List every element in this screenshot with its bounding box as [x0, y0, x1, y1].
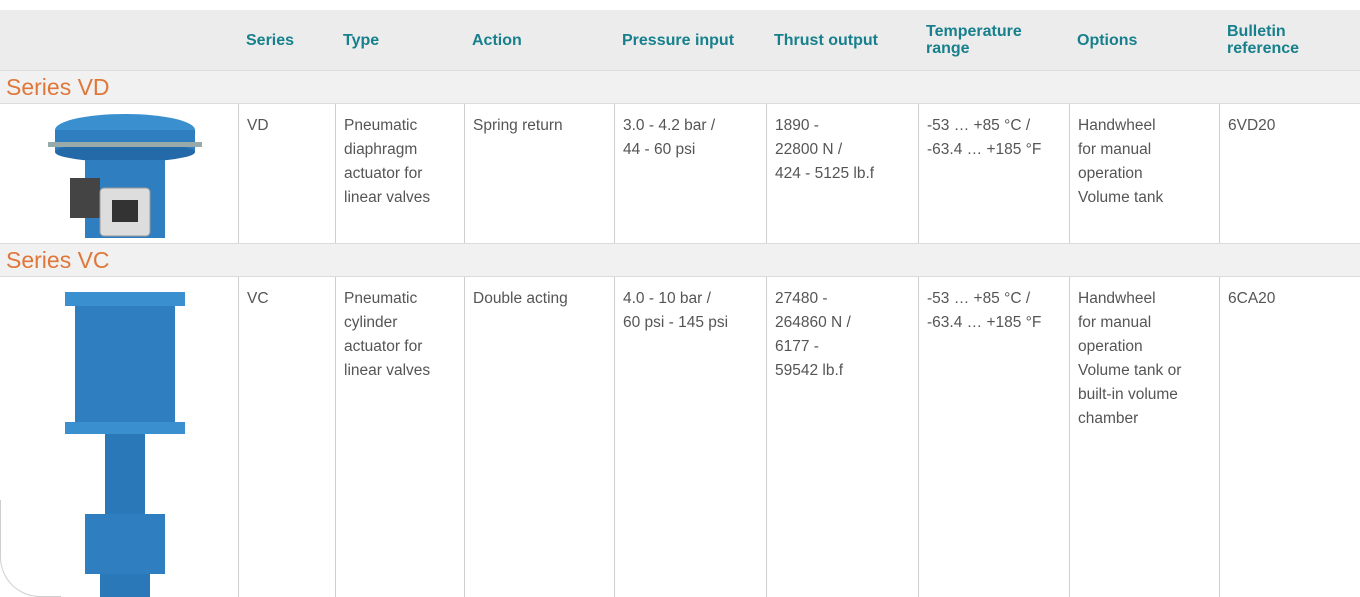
cell-line: Double acting [473, 287, 614, 311]
cell-line: Pneumatic [344, 287, 464, 311]
cell-line: diaphragm [344, 138, 464, 162]
column-header: Action [464, 10, 614, 70]
table-cell: -53 … +85 °C /-63.4 … +185 °F [918, 104, 1069, 162]
cell-line: for manual [1078, 138, 1219, 162]
section-heading: Series VD [0, 70, 1360, 104]
table-corner [0, 500, 61, 597]
cell-line: 6177 - [775, 335, 918, 359]
cell-line: 424 - 5125 lb.f [775, 162, 918, 186]
column-header-text: Action [472, 32, 522, 49]
column-divider [238, 277, 239, 597]
cell-line: operation [1078, 335, 1219, 359]
vc-actuator-image [60, 282, 190, 597]
cell-line: linear valves [344, 186, 464, 210]
cell-line: linear valves [344, 359, 464, 383]
cell-line: Handwheel [1078, 114, 1219, 138]
table-cell: Double acting [464, 277, 614, 311]
column-divider [464, 277, 465, 597]
table-cell: Spring return [464, 104, 614, 138]
cell-line: 22800 N / [775, 138, 918, 162]
cell-line: 3.0 - 4.2 bar / [623, 114, 766, 138]
column-header-text: Temperature range [926, 23, 1069, 57]
cell-line: Volume tank or [1078, 359, 1219, 383]
cell-line: -63.4 … +185 °F [927, 138, 1069, 162]
table-cell: VD [238, 104, 335, 138]
column-header: Series [238, 10, 335, 70]
column-header: Pressure input [614, 10, 766, 70]
column-header: Type [335, 10, 464, 70]
column-header-text: Options [1077, 32, 1137, 49]
cell-line: -53 … +85 °C / [927, 287, 1069, 311]
section-title: Series VD [6, 74, 110, 101]
vd-actuator-image [40, 108, 210, 240]
table-cell: 4.0 - 10 bar /60 psi - 145 psi [614, 277, 766, 335]
cell-line: 6VD20 [1228, 114, 1360, 138]
column-header: Bulletin reference [1219, 10, 1360, 70]
cell-line: actuator for [344, 162, 464, 186]
cell-line: built-in volume [1078, 383, 1219, 407]
cell-line: 264860 N / [775, 311, 918, 335]
column-header-text: Thrust output [774, 32, 878, 49]
column-header: Thrust output [766, 10, 918, 70]
cell-line: 59542 lb.f [775, 359, 918, 383]
column-header-text: Type [343, 32, 379, 49]
column-header-text: Series [246, 32, 294, 49]
cell-line: VD [247, 114, 335, 138]
cell-line: Handwheel [1078, 287, 1219, 311]
cell-line: VC [247, 287, 335, 311]
cell-line: 4.0 - 10 bar / [623, 287, 766, 311]
cell-line: actuator for [344, 335, 464, 359]
column-header-text: Pressure input [622, 32, 734, 49]
cell-line: chamber [1078, 407, 1219, 431]
column-header: Temperature range [918, 10, 1069, 70]
column-header: Options [1069, 10, 1219, 70]
cell-line: 27480 - [775, 287, 918, 311]
cell-line: 44 - 60 psi [623, 138, 766, 162]
cell-line: -63.4 … +185 °F [927, 311, 1069, 335]
cell-line: Volume tank [1078, 186, 1219, 210]
cell-line: for manual [1078, 311, 1219, 335]
cell-line: cylinder [344, 311, 464, 335]
table-cell: 6CA20 [1219, 277, 1360, 311]
table-cell: VC [238, 277, 335, 311]
cell-line: Pneumatic [344, 114, 464, 138]
cell-line: 6CA20 [1228, 287, 1360, 311]
cell-line: -53 … +85 °C / [927, 114, 1069, 138]
column-divider [1219, 277, 1220, 597]
table-cell: 6VD20 [1219, 104, 1360, 138]
cell-line: Spring return [473, 114, 614, 138]
cell-line: 60 psi - 145 psi [623, 311, 766, 335]
column-header-text: Bulletin reference [1227, 23, 1360, 57]
table-cell: -53 … +85 °C /-63.4 … +185 °F [918, 277, 1069, 335]
section-heading: Series VC [0, 243, 1360, 277]
cell-line: operation [1078, 162, 1219, 186]
product-table: Series Type Action Pressure input Thrust out… [0, 0, 1360, 597]
section-title: Series VC [6, 247, 110, 274]
cell-line: 1890 - [775, 114, 918, 138]
table-cell: 27480 -264860 N /6177 -59542 lb.f [766, 277, 918, 383]
table-cell: 1890 -22800 N /424 - 5125 lb.f [766, 104, 918, 186]
table-cell: 3.0 - 4.2 bar /44 - 60 psi [614, 104, 766, 162]
